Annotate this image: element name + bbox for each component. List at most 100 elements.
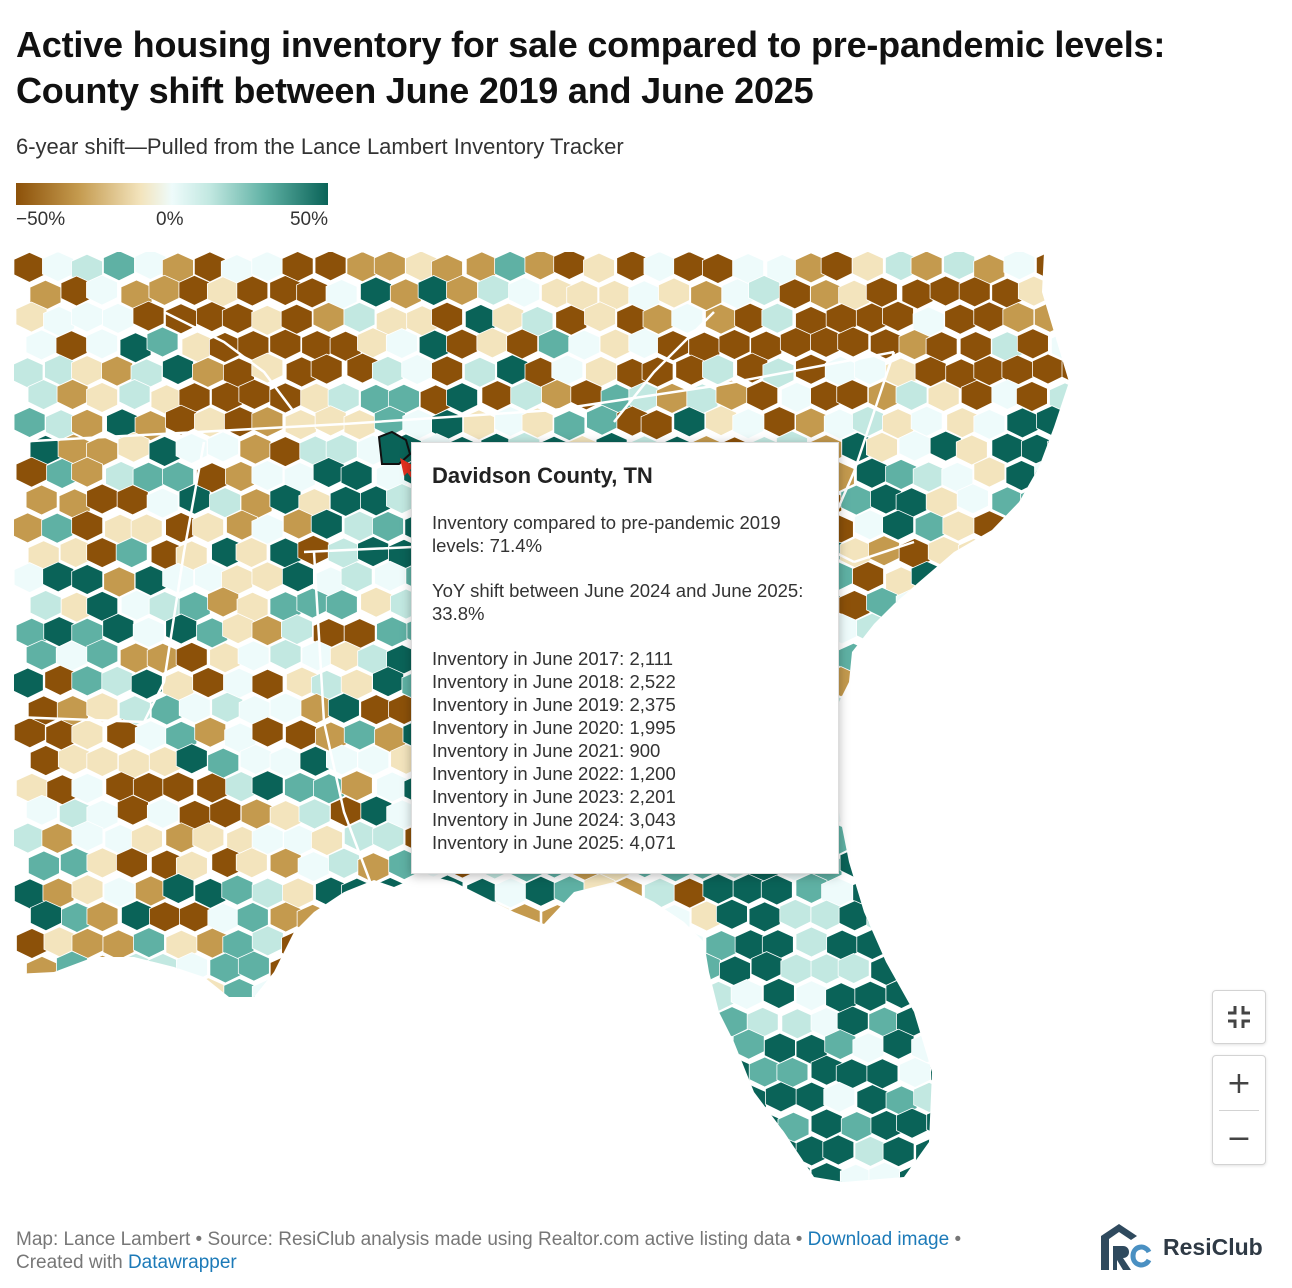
county-shape[interactable] [928,852,960,884]
county-shape[interactable] [628,1008,661,1040]
county-shape[interactable] [389,278,422,310]
county-shape[interactable] [118,379,151,410]
county-shape[interactable] [310,669,343,701]
county-shape[interactable] [310,353,343,385]
county-shape[interactable] [1002,618,1035,650]
county-shape[interactable] [103,876,136,908]
county-shape[interactable] [57,1005,89,1037]
county-shape[interactable] [295,950,328,982]
county-shape[interactable] [314,721,347,753]
county-shape[interactable] [71,408,103,440]
county-shape[interactable] [1061,873,1070,905]
county-shape[interactable] [1061,771,1070,803]
county-shape[interactable] [179,1002,211,1034]
county-shape[interactable] [372,666,404,698]
county-shape[interactable] [1000,717,1033,749]
county-shape[interactable] [913,771,945,803]
county-shape[interactable] [895,797,928,829]
county-shape[interactable] [836,695,869,727]
county-shape[interactable] [221,874,254,906]
county-shape[interactable] [837,953,870,984]
county-shape[interactable] [870,638,902,670]
county-shape[interactable] [973,617,1006,649]
county-shape[interactable] [973,1029,1006,1061]
county-shape[interactable] [944,930,977,962]
county-shape[interactable] [117,1110,150,1142]
county-shape[interactable] [299,1056,332,1087]
county-shape[interactable] [372,982,405,1014]
county-shape[interactable] [868,696,901,728]
county-shape[interactable] [481,1059,513,1091]
county-shape[interactable] [134,565,167,597]
county-shape[interactable] [927,380,960,412]
county-shape[interactable] [734,1084,767,1116]
county-shape[interactable] [194,716,227,748]
county-shape[interactable] [673,252,706,283]
county-shape[interactable] [481,380,514,412]
county-shape[interactable] [281,930,314,962]
county-shape[interactable] [146,326,179,358]
county-shape[interactable] [71,1083,104,1115]
county-shape[interactable] [1034,1083,1067,1115]
county-shape[interactable] [896,1107,928,1139]
county-shape[interactable] [86,1056,119,1088]
county-shape[interactable] [973,510,1006,542]
county-shape[interactable] [42,561,75,593]
county-shape[interactable] [357,852,390,884]
county-shape[interactable] [357,536,390,567]
county-shape[interactable] [311,825,343,856]
county-shape[interactable] [492,1084,525,1116]
county-shape[interactable] [943,252,976,280]
county-shape[interactable] [732,1028,765,1060]
county-shape[interactable] [235,847,268,879]
county-shape[interactable] [673,1032,706,1064]
fit-map-button[interactable] [1212,990,1266,1044]
county-shape[interactable] [14,512,44,544]
county-shape[interactable] [86,746,119,777]
county-shape[interactable] [583,252,615,284]
county-shape[interactable] [16,928,48,959]
county-shape[interactable] [898,639,931,671]
county-shape[interactable] [1003,565,1036,597]
county-shape[interactable] [269,692,302,724]
county-shape[interactable] [1018,591,1050,623]
county-shape[interactable] [119,332,152,364]
county-shape[interactable] [251,513,284,545]
county-shape[interactable] [610,924,643,956]
county-shape[interactable] [898,848,931,880]
county-shape[interactable] [746,380,779,412]
county-shape[interactable] [192,822,225,854]
county-shape[interactable] [1002,302,1035,333]
county-shape[interactable] [656,1003,689,1035]
county-shape[interactable] [882,1136,915,1168]
county-shape[interactable] [929,275,962,307]
county-shape[interactable] [985,850,1018,882]
county-shape[interactable] [524,875,557,907]
county-shape[interactable] [599,900,631,932]
county-shape[interactable] [282,508,315,540]
county-shape[interactable] [930,746,962,778]
county-shape[interactable] [915,821,947,853]
county-shape[interactable] [165,512,198,544]
county-shape[interactable] [732,408,765,440]
county-shape[interactable] [991,540,1024,572]
county-shape[interactable] [824,1029,857,1060]
county-shape[interactable] [372,821,405,853]
county-shape[interactable] [734,302,767,334]
county-shape[interactable] [795,407,828,439]
county-shape[interactable] [431,1083,464,1115]
county-shape[interactable] [178,591,211,623]
county-shape[interactable] [942,820,975,852]
county-shape[interactable] [116,847,148,879]
county-shape[interactable] [959,586,991,618]
county-shape[interactable] [238,1005,271,1037]
county-shape[interactable] [298,1108,331,1140]
county-shape[interactable] [761,302,794,334]
county-shape[interactable] [825,982,858,1014]
county-shape[interactable] [555,925,588,957]
county-shape[interactable] [659,1161,692,1182]
county-shape[interactable] [119,642,152,674]
county-shape[interactable] [716,1107,748,1139]
county-shape[interactable] [45,1029,78,1061]
county-shape[interactable] [479,1158,511,1182]
